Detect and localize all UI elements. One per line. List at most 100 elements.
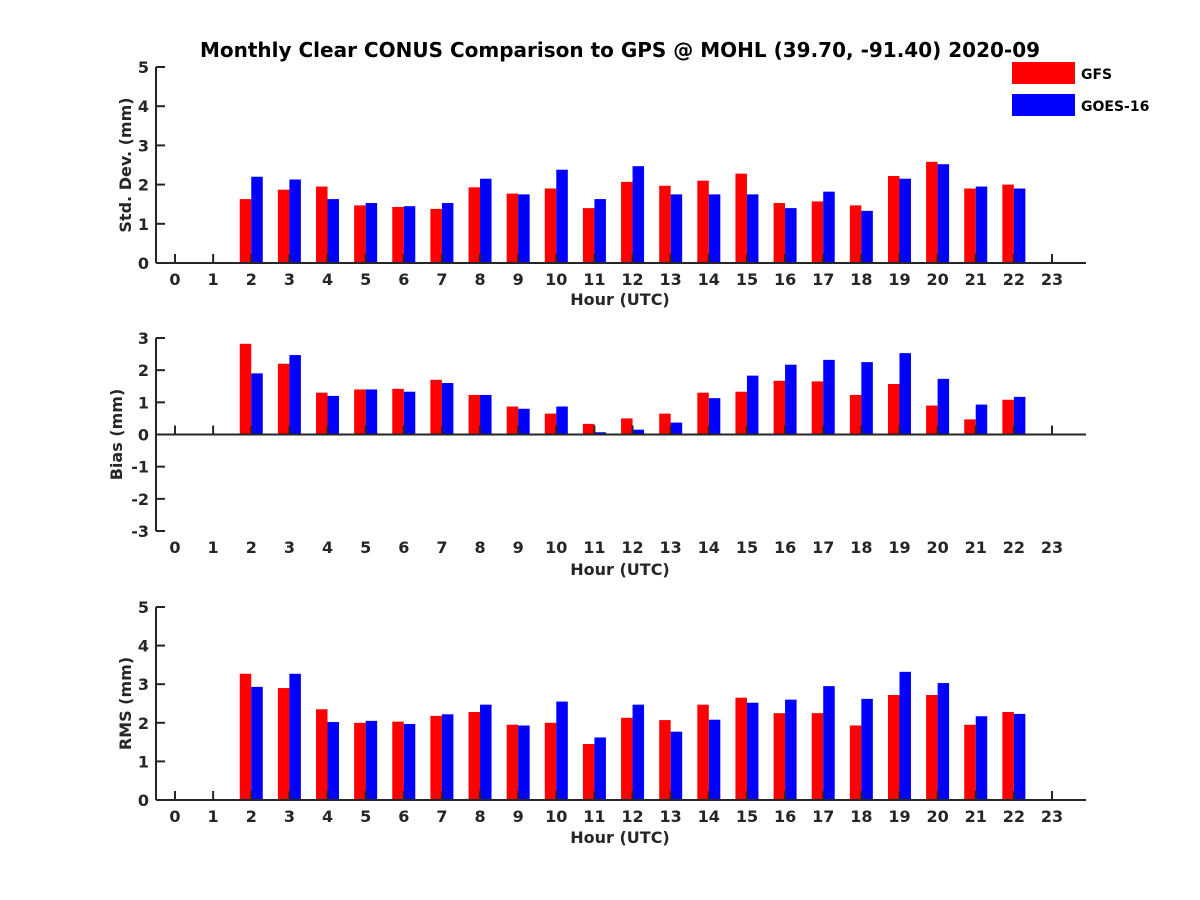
x-tick-label: 16 bbox=[774, 807, 796, 826]
x-tick-label: 11 bbox=[583, 270, 605, 289]
bar-gfs-hour-3 bbox=[277, 363, 290, 435]
bar-gfs-hour-18 bbox=[849, 394, 862, 435]
x-tick-label: 4 bbox=[322, 807, 333, 826]
bar-gfs-hour-9 bbox=[506, 406, 519, 435]
bar-gfs-hour-5 bbox=[354, 389, 366, 435]
bar-goes16-hour-5 bbox=[365, 203, 378, 263]
y-tick-label: -3 bbox=[131, 522, 149, 541]
bar-gfs-hour-18 bbox=[849, 205, 862, 263]
bar-goes16-hour-12 bbox=[632, 704, 645, 800]
bar-goes16-hour-12 bbox=[632, 166, 645, 263]
x-tick-label: 15 bbox=[736, 270, 758, 289]
bar-goes16-hour-17 bbox=[823, 686, 835, 800]
bar-gfs-hour-2 bbox=[239, 343, 252, 435]
x-tick-label: 7 bbox=[436, 538, 447, 557]
x-tick-label: 5 bbox=[360, 270, 371, 289]
bar-gfs-hour-20 bbox=[926, 405, 938, 435]
bar-goes16-hour-20 bbox=[937, 378, 950, 435]
bar-gfs-hour-7 bbox=[430, 379, 442, 435]
bar-goes16-hour-2 bbox=[251, 373, 263, 435]
bar-gfs-hour-8 bbox=[468, 394, 481, 435]
bar-goes16-hour-18 bbox=[861, 698, 873, 800]
bar-gfs-hour-7 bbox=[430, 208, 442, 263]
x-tick-label: 20 bbox=[926, 538, 948, 557]
x-tick-label: 6 bbox=[398, 807, 409, 826]
bar-gfs-hour-13 bbox=[659, 413, 671, 435]
bar-gfs-hour-7 bbox=[430, 715, 442, 800]
bar-gfs-hour-21 bbox=[964, 419, 976, 435]
bar-gfs-hour-22 bbox=[1002, 399, 1014, 435]
bar-gfs-hour-12 bbox=[621, 717, 633, 800]
bar-goes16-hour-13 bbox=[670, 422, 683, 435]
bar-goes16-hour-13 bbox=[670, 194, 683, 263]
bar-goes16-hour-2 bbox=[251, 686, 263, 800]
bar-goes16-hour-6 bbox=[403, 391, 416, 435]
x-tick-label: 9 bbox=[513, 807, 524, 826]
x-tick-label: 12 bbox=[621, 807, 643, 826]
bar-goes16-hour-9 bbox=[518, 194, 530, 263]
bar-goes16-hour-17 bbox=[823, 191, 835, 263]
legend-swatch-gfs bbox=[1012, 62, 1075, 84]
bar-gfs-hour-21 bbox=[964, 724, 976, 800]
bar-gfs-hour-13 bbox=[659, 185, 671, 263]
bar-goes16-hour-19 bbox=[899, 671, 911, 800]
x-tick-label: 18 bbox=[850, 270, 872, 289]
x-tick-label: 17 bbox=[812, 807, 834, 826]
y-tick-label: 3 bbox=[138, 329, 149, 348]
bar-gfs-hour-15 bbox=[735, 697, 747, 800]
y-tick-label: 5 bbox=[138, 58, 149, 77]
bar-goes16-hour-3 bbox=[289, 355, 301, 435]
bar-gfs-hour-14 bbox=[697, 392, 709, 435]
y-tick-label: 1 bbox=[138, 752, 149, 771]
bar-gfs-hour-6 bbox=[392, 206, 404, 263]
bar-gfs-hour-22 bbox=[1002, 184, 1014, 263]
bar-gfs-hour-17 bbox=[811, 381, 824, 435]
bar-gfs-hour-11 bbox=[582, 423, 595, 435]
x-tick-label: 13 bbox=[660, 807, 682, 826]
x-tick-label: 5 bbox=[360, 538, 371, 557]
bar-goes16-hour-15 bbox=[746, 194, 759, 263]
x-tick-label: 23 bbox=[1041, 538, 1063, 557]
y-tick-label: 1 bbox=[138, 215, 149, 234]
y-tick-label: 3 bbox=[138, 675, 149, 694]
x-tick-label: 16 bbox=[774, 270, 796, 289]
y-tick-label: 0 bbox=[138, 426, 149, 445]
bar-goes16-hour-9 bbox=[518, 725, 530, 800]
x-tick-label: 22 bbox=[1003, 270, 1025, 289]
y-tick-label: 3 bbox=[138, 136, 149, 155]
x-tick-label: 8 bbox=[474, 807, 485, 826]
x-tick-label: 9 bbox=[513, 538, 524, 557]
y-tick-label: 0 bbox=[138, 791, 149, 810]
bar-goes16-hour-4 bbox=[327, 395, 340, 435]
x-tick-label: 14 bbox=[698, 807, 720, 826]
bar-goes16-hour-22 bbox=[1013, 396, 1026, 435]
bar-goes16-hour-4 bbox=[327, 722, 340, 800]
bar-goes16-hour-16 bbox=[785, 699, 797, 800]
x-tick-label: 14 bbox=[698, 270, 720, 289]
legend: GFS GOES-16 bbox=[1012, 62, 1149, 116]
x-tick-label: 5 bbox=[360, 807, 371, 826]
y-tick-label: -2 bbox=[131, 490, 149, 509]
bar-gfs-hour-10 bbox=[544, 413, 557, 435]
x-tick-label: 22 bbox=[1003, 807, 1025, 826]
bar-goes16-hour-6 bbox=[403, 723, 416, 800]
bar-gfs-hour-3 bbox=[277, 688, 290, 800]
bar-gfs-hour-12 bbox=[621, 181, 633, 263]
x-tick-label: 8 bbox=[474, 270, 485, 289]
x-tick-label: 3 bbox=[284, 270, 295, 289]
bar-goes16-hour-7 bbox=[441, 714, 454, 800]
bar-goes16-hour-10 bbox=[556, 701, 568, 800]
bar-gfs-hour-16 bbox=[773, 713, 786, 800]
bar-gfs-hour-2 bbox=[239, 673, 252, 800]
bar-gfs-hour-14 bbox=[697, 704, 709, 800]
x-tick-label: 7 bbox=[436, 807, 447, 826]
x-tick-label: 16 bbox=[774, 538, 796, 557]
bar-goes16-hour-14 bbox=[708, 719, 721, 800]
x-tick-label: 7 bbox=[436, 270, 447, 289]
bar-goes16-hour-19 bbox=[899, 353, 911, 435]
bar-gfs-hour-19 bbox=[887, 695, 900, 800]
x-tick-label: 21 bbox=[965, 270, 987, 289]
y-tick-label: 0 bbox=[138, 254, 149, 273]
x-tick-label: 23 bbox=[1041, 807, 1063, 826]
bar-gfs-hour-5 bbox=[354, 722, 366, 800]
